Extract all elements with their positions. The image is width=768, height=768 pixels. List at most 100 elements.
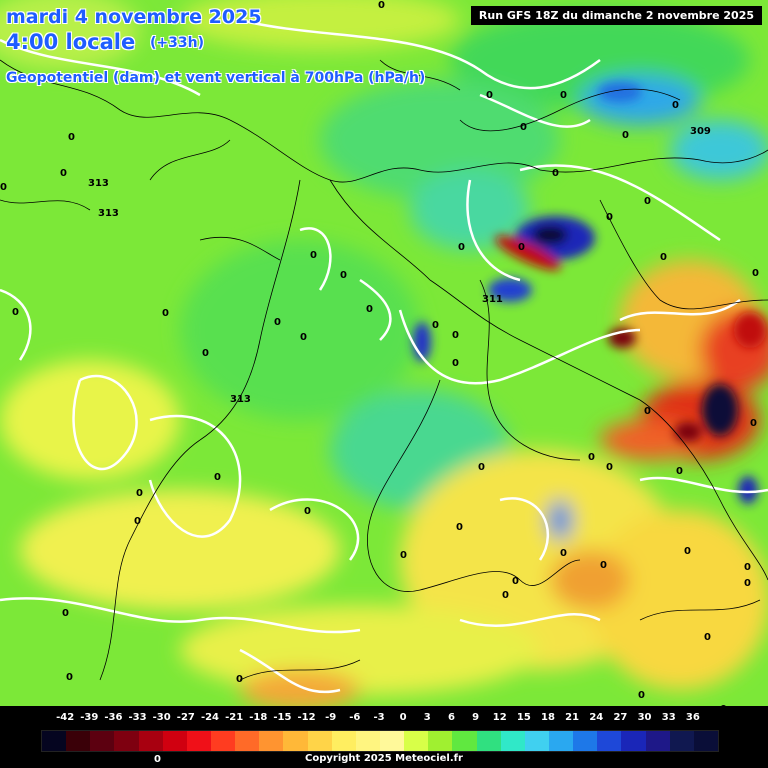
legend-tick-label: -18 <box>249 712 268 723</box>
geopotential-label: 313 <box>88 178 109 189</box>
zero-label: 0 <box>752 268 759 279</box>
zero-label: 0 <box>704 632 711 643</box>
country-borders <box>0 59 768 681</box>
zero-label: 0 <box>162 308 169 319</box>
legend-swatch <box>235 731 260 751</box>
legend-tick-label: 9 <box>472 712 480 723</box>
legend-swatch <box>597 731 622 751</box>
legend-tick-label: 24 <box>589 712 604 723</box>
legend-tick-label: -21 <box>225 712 244 723</box>
geopotential-label: 311 <box>482 294 503 305</box>
legend-swatch <box>259 731 284 751</box>
zero-label: 0 <box>0 182 7 193</box>
legend-tick-label: 33 <box>661 712 676 723</box>
zero-label: 0 <box>452 330 459 341</box>
zero-label: 0 <box>458 242 465 253</box>
zero-label: 0 <box>512 576 519 587</box>
zero-label: 0 <box>300 332 307 343</box>
color-scale-legend <box>41 730 719 752</box>
legend-swatch <box>331 731 356 751</box>
zero-label: 0 <box>274 317 281 328</box>
legend-tick-label: 27 <box>613 712 628 723</box>
legend-swatch <box>621 731 646 751</box>
zero-label: 0 <box>304 506 311 517</box>
legend-tick-label: 12 <box>492 712 507 723</box>
legend-tick-label: -6 <box>349 712 361 723</box>
legend-swatch <box>355 731 380 751</box>
zero-label: 0 <box>214 472 221 483</box>
legend-tick-label: 6 <box>447 712 455 723</box>
legend-tick-label: -42 <box>56 712 75 723</box>
legend-swatch <box>524 731 549 751</box>
legend-swatch <box>307 731 332 751</box>
zero-label: 0 <box>518 242 525 253</box>
zero-label: 0 <box>400 550 407 561</box>
legend-tick-label: -30 <box>152 712 171 723</box>
vertical-wind-cores <box>413 82 766 504</box>
zero-label: 0 <box>486 90 493 101</box>
vertical-wind-field <box>0 0 768 710</box>
zero-label: 0 <box>684 546 691 557</box>
zero-label: 0 <box>12 307 19 318</box>
zero-label: 0 <box>552 168 559 179</box>
copyright-text: Copyright 2025 Meteociel.fr <box>305 753 463 764</box>
zero-label: 0 <box>644 196 651 207</box>
legend-swatch <box>283 731 308 751</box>
legend-swatch <box>693 731 718 751</box>
legend-tick-label: 3 <box>423 712 431 723</box>
legend-tick-label: 30 <box>637 712 652 723</box>
bottom-zero-label: 0 <box>154 754 161 765</box>
legend-tick-labels: -42 -39 -36 -33 -30 -27 -24 -21 -18 -15 -12 -9 -6 -3 0… <box>41 712 717 726</box>
zero-label: 0 <box>672 100 679 111</box>
zero-label: 0 <box>68 132 75 143</box>
zero-label: 0 <box>136 488 143 499</box>
legend-swatch <box>573 731 598 751</box>
zero-label: 0 <box>560 90 567 101</box>
legend-tick-label: -36 <box>104 712 123 723</box>
legend-tick-label: -39 <box>80 712 99 723</box>
run-info-box: Run GFS 18Z du dimanche 2 novembre 2025 <box>470 6 762 25</box>
legend-swatch <box>428 731 453 751</box>
field-description: Geopotentiel (dam) et vent vertical à 70… <box>6 70 426 86</box>
legend-tick-label: 18 <box>541 712 555 723</box>
zero-label: 0 <box>340 270 347 281</box>
zero-label: 0 <box>600 560 607 571</box>
lead-time: (+33h) <box>150 35 204 51</box>
zero-label: 0 <box>310 250 317 261</box>
forecast-date: mardi 4 novembre 2025 <box>6 6 262 28</box>
legend-swatch <box>138 731 163 751</box>
zero-label: 0 <box>744 578 751 589</box>
legend-tick-label: 15 <box>516 712 531 723</box>
legend-swatch <box>66 731 91 751</box>
zero-label: 0 <box>202 348 209 359</box>
legend-tick-label: -3 <box>373 712 385 723</box>
legend-swatch <box>42 731 67 751</box>
legend-tick-label: 0 <box>399 712 407 723</box>
legend-tick-label: -24 <box>200 712 220 723</box>
zero-label: 0 <box>660 252 667 263</box>
legend-swatch <box>500 731 525 751</box>
geopotential-label: 313 <box>98 208 119 219</box>
geopotential-labels: 313 313 313 311 309 <box>88 126 711 405</box>
zero-label: 0 <box>378 0 385 11</box>
geopotential-label: 309 <box>690 126 711 137</box>
legend-swatch <box>548 731 574 751</box>
legend-swatch <box>669 731 694 751</box>
zero-contours <box>0 18 768 694</box>
zero-label: 0 <box>60 168 67 179</box>
legend-tick-label: -15 <box>273 712 292 723</box>
zero-label: 0 <box>456 522 463 533</box>
zero-label: 0 <box>606 462 613 473</box>
zero-label: 0 <box>638 690 645 701</box>
zero-label: 0 <box>744 562 751 573</box>
zero-label: 0 <box>588 452 595 463</box>
zero-label: 0 <box>366 304 373 315</box>
legend-swatch <box>114 731 139 751</box>
zero-label: 0 <box>644 406 651 417</box>
legend-swatch <box>186 731 211 751</box>
zero-label: 0 <box>502 590 509 601</box>
forecast-time: 4:00 locale <box>6 30 136 54</box>
legend-tick-label: -27 <box>176 712 195 723</box>
legend-tick-label: -12 <box>297 712 316 723</box>
